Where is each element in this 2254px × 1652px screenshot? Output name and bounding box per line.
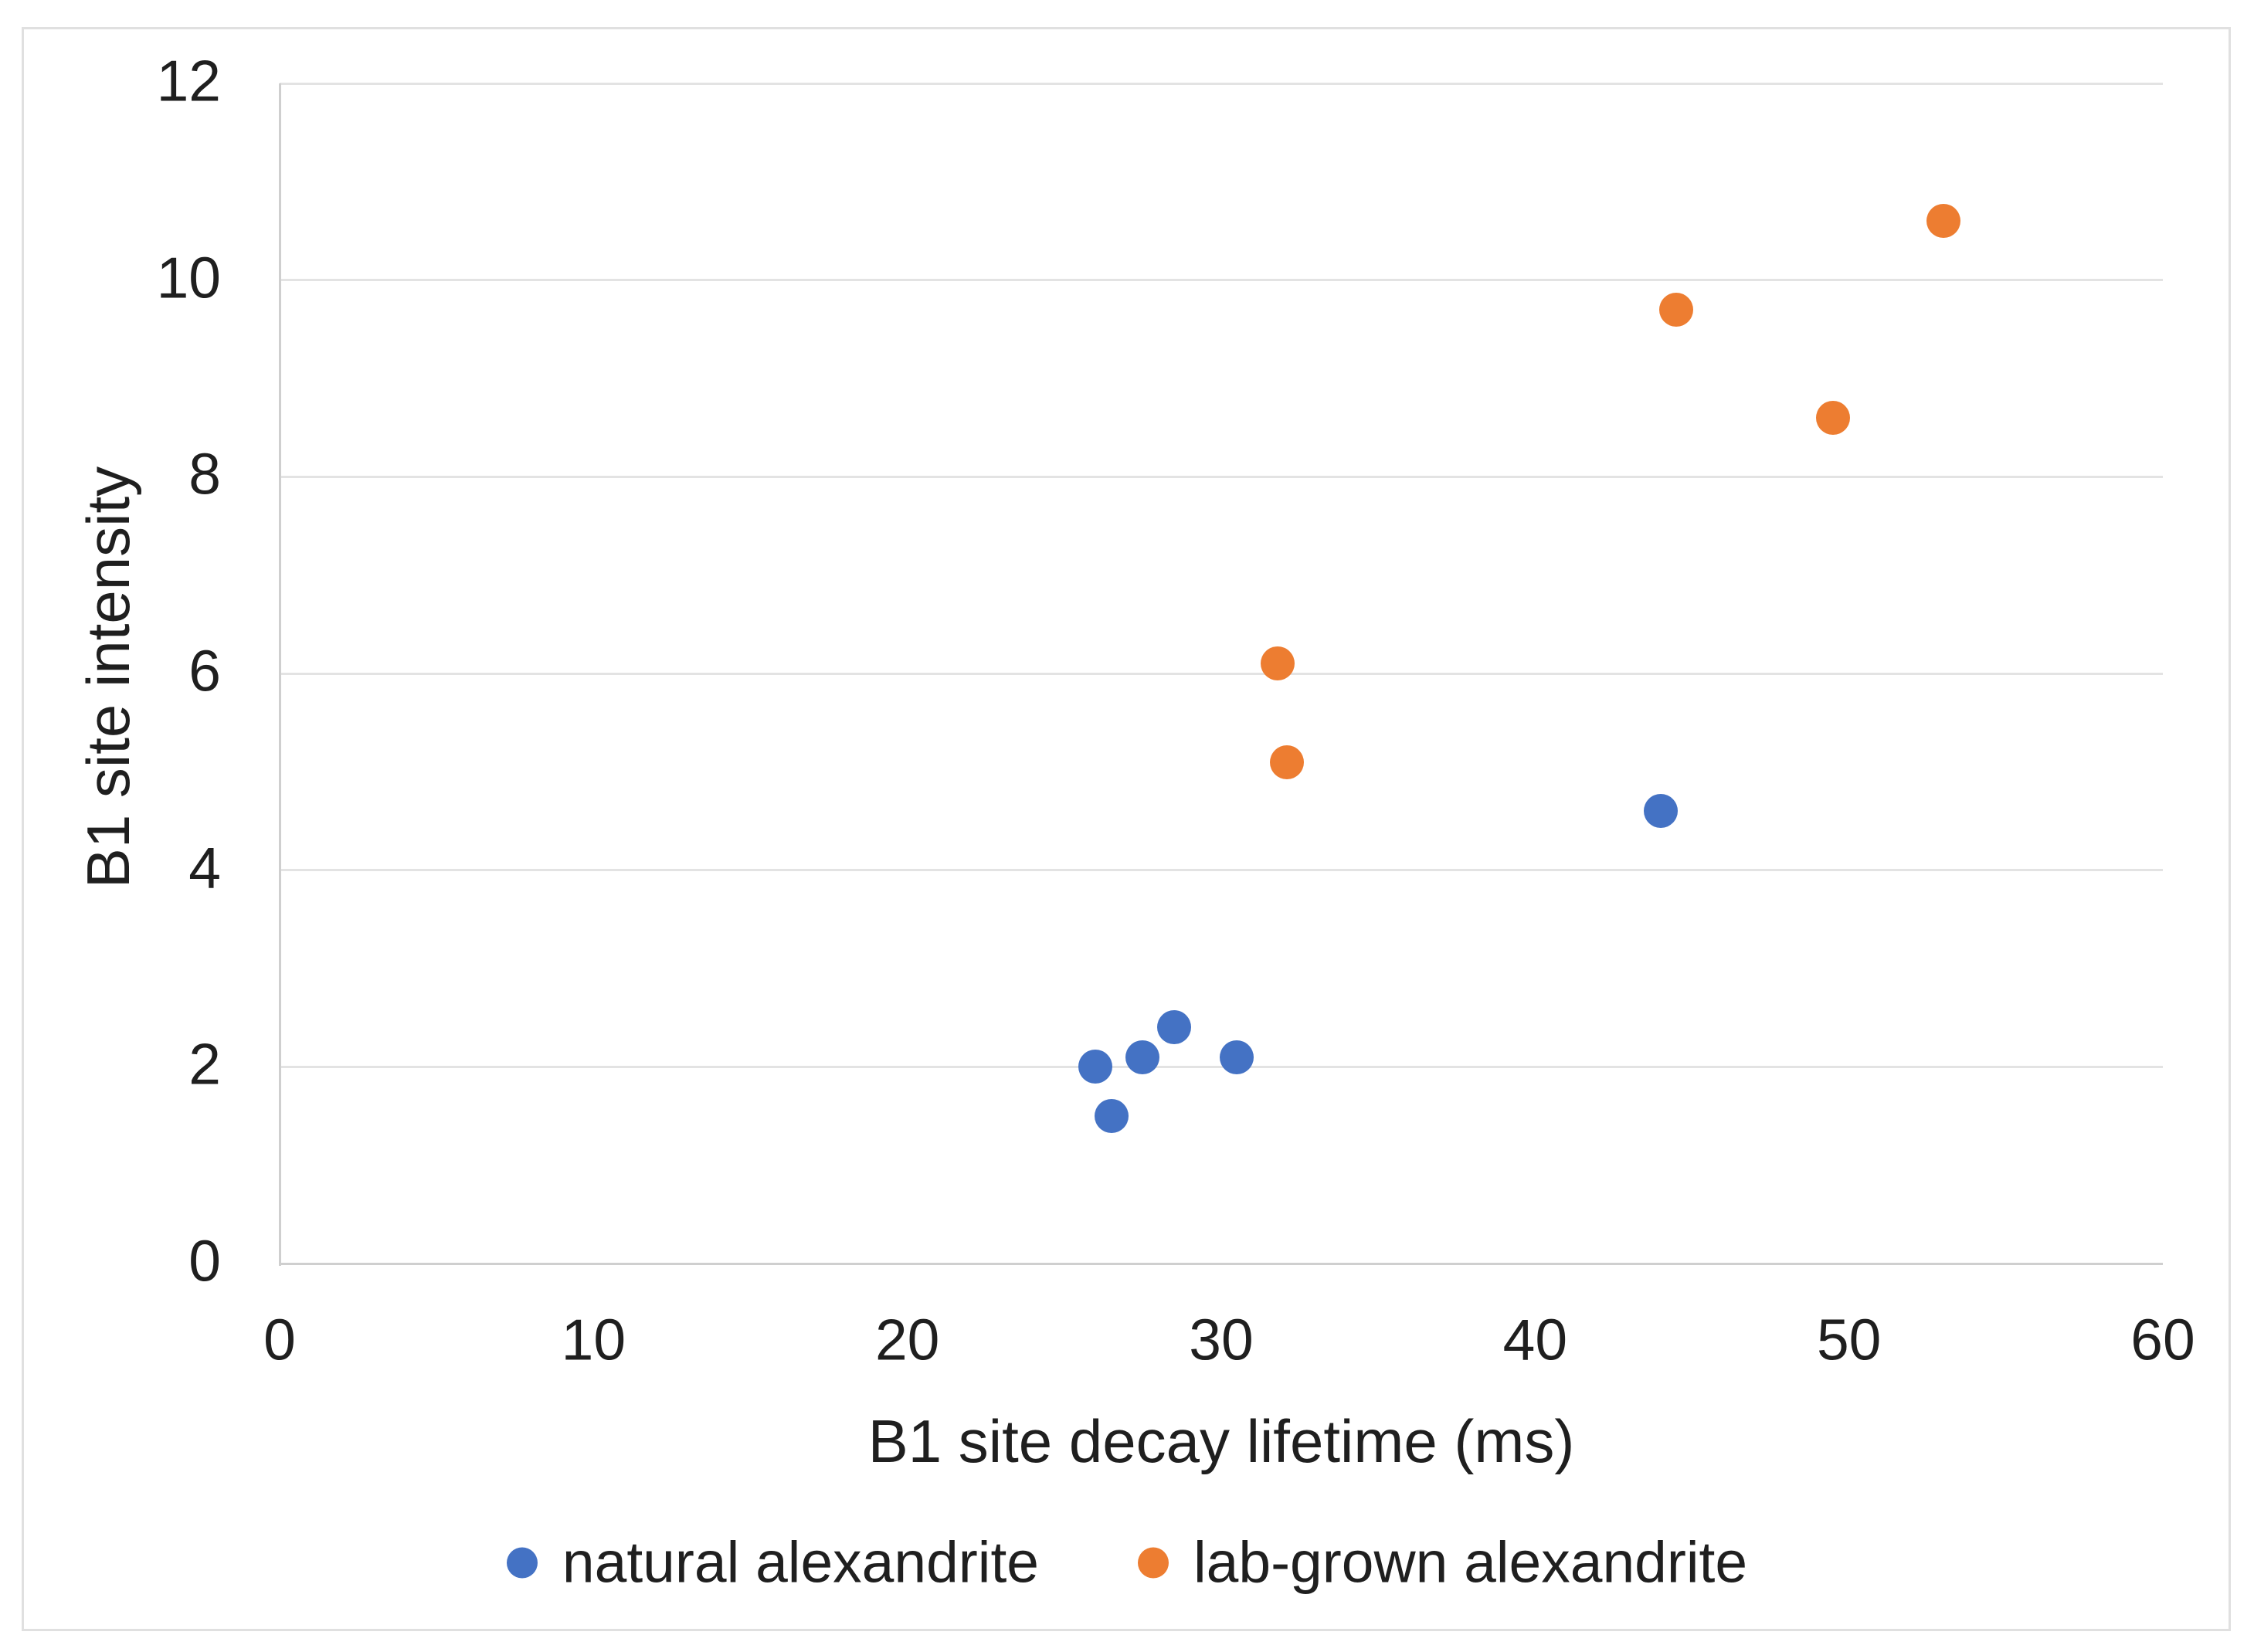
x-tick-label: 30 (1189, 1307, 1254, 1372)
data-point-lab-grown-alexandrite (1816, 400, 1851, 435)
y-tick-label: 4 (188, 835, 221, 901)
y-tick-label: 6 (188, 638, 221, 704)
y-tick-label: 0 (188, 1228, 221, 1294)
x-tick-label: 0 (263, 1307, 296, 1372)
horizontal-gridline (280, 869, 2163, 872)
x-tick-label: 50 (1816, 1307, 1882, 1372)
chart-outer-frame (22, 27, 2231, 1631)
legend-label: natural alexandrite (562, 1529, 1039, 1595)
horizontal-gridline (280, 1065, 2163, 1068)
legend-item-natural-alexandrite: natural alexandrite (506, 1529, 1039, 1595)
x-tick-label: 40 (1502, 1307, 1568, 1372)
y-tick-label: 10 (156, 245, 221, 310)
x-tick-label: 20 (874, 1307, 940, 1372)
data-point-lab-grown-alexandrite (1926, 204, 1960, 239)
data-point-natural-alexandrite (1094, 1099, 1129, 1133)
data-point-lab-grown-alexandrite (1270, 745, 1305, 779)
y-tick-label: 8 (188, 441, 221, 507)
data-point-natural-alexandrite (1157, 1010, 1192, 1045)
data-point-natural-alexandrite (1125, 1040, 1160, 1074)
y-tick-label: 2 (188, 1031, 221, 1097)
x-tick-label: 10 (561, 1307, 626, 1372)
y-tick-label: 12 (156, 48, 221, 114)
data-point-natural-alexandrite (1220, 1040, 1254, 1074)
horizontal-gridline (280, 672, 2163, 675)
data-point-lab-grown-alexandrite (1659, 292, 1694, 327)
legend-marker-icon (506, 1547, 538, 1578)
legend-marker-icon (1138, 1547, 1169, 1578)
x-tick-label: 60 (2130, 1307, 2195, 1372)
data-point-lab-grown-alexandrite (1261, 646, 1295, 681)
horizontal-gridline (280, 279, 2163, 282)
horizontal-gridline (280, 475, 2163, 478)
chart-legend: natural alexandrite lab-grown alexandrite (0, 1529, 2254, 1595)
legend-item-lab-grown-alexandrite: lab-grown alexandrite (1138, 1529, 1748, 1595)
legend-label: lab-grown alexandrite (1193, 1529, 1748, 1595)
data-point-natural-alexandrite (1643, 794, 1678, 829)
data-point-natural-alexandrite (1078, 1050, 1113, 1084)
x-axis-title: B1 site decay lifetime (ms) (867, 1407, 1575, 1475)
x-axis-line (280, 1262, 2163, 1265)
horizontal-gridline (280, 82, 2163, 85)
y-axis-line (278, 83, 281, 1266)
